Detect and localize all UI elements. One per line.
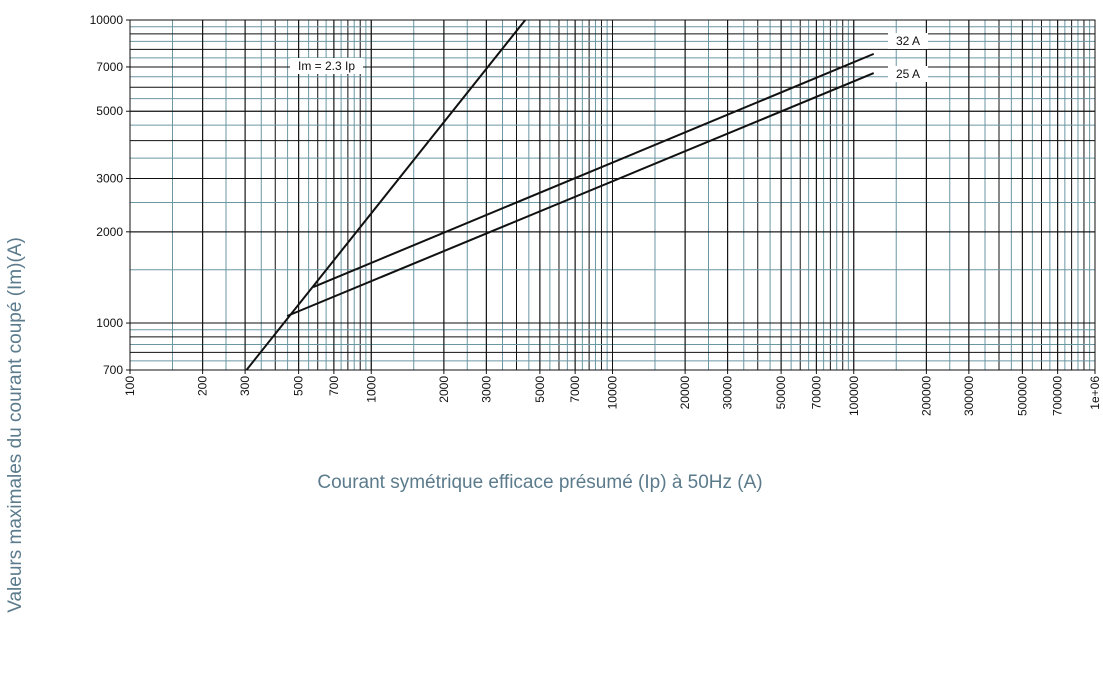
y-tick-label: 3000 bbox=[96, 171, 123, 185]
x-tick-label: 500000 bbox=[1015, 376, 1029, 416]
x-tick-label: 200 bbox=[196, 376, 210, 396]
y-tick-label: 5000 bbox=[96, 104, 123, 118]
series-label-bg bbox=[290, 58, 364, 74]
x-tick-label: 100 bbox=[123, 376, 137, 396]
x-tick-label: 1e+06 bbox=[1088, 376, 1102, 410]
x-tick-label: 100000 bbox=[847, 376, 861, 416]
x-tick-label: 2000 bbox=[437, 376, 451, 403]
x-tick-label: 500 bbox=[292, 376, 306, 396]
x-tick-label: 1000 bbox=[364, 376, 378, 403]
y-tick-label: 2000 bbox=[96, 225, 123, 239]
series-label-bg bbox=[888, 66, 929, 82]
series-label: 25 A bbox=[896, 67, 920, 81]
x-tick-label: 5000 bbox=[533, 376, 547, 403]
x-tick-label: 700000 bbox=[1051, 376, 1065, 416]
x-tick-label: 10000 bbox=[606, 376, 620, 410]
x-tick-label: 70000 bbox=[809, 376, 823, 410]
y-axis-title: Valeurs maximales du courant coupé (Im)(… bbox=[5, 237, 26, 613]
y-tick-label: 1000 bbox=[96, 316, 123, 330]
y-tick-label: 700 bbox=[103, 363, 123, 377]
x-tick-label: 7000 bbox=[568, 376, 582, 403]
x-axis-title: Courant symétrique efficace présumé (Ip)… bbox=[317, 472, 762, 493]
y-tick-label: 10000 bbox=[90, 13, 124, 27]
x-tick-label: 3000 bbox=[479, 376, 493, 403]
y-tick-label: 7000 bbox=[96, 60, 123, 74]
series-line bbox=[245, 19, 527, 371]
x-tick-label: 300000 bbox=[962, 376, 976, 416]
plot-frame bbox=[129, 19, 1096, 371]
series-line bbox=[312, 52, 875, 288]
series-label-bg bbox=[888, 33, 929, 49]
x-tick-label: 30000 bbox=[721, 376, 735, 410]
series-label: Im = 2.3 Ip bbox=[298, 59, 355, 73]
x-tick-label: 200000 bbox=[919, 376, 933, 416]
x-tick-label: 20000 bbox=[678, 376, 692, 410]
series-label: 32 A bbox=[896, 34, 920, 48]
x-tick-label: 300 bbox=[238, 376, 252, 396]
x-tick-label: 50000 bbox=[774, 376, 788, 410]
x-tick-label: 700 bbox=[327, 376, 341, 396]
series-line bbox=[286, 72, 875, 317]
